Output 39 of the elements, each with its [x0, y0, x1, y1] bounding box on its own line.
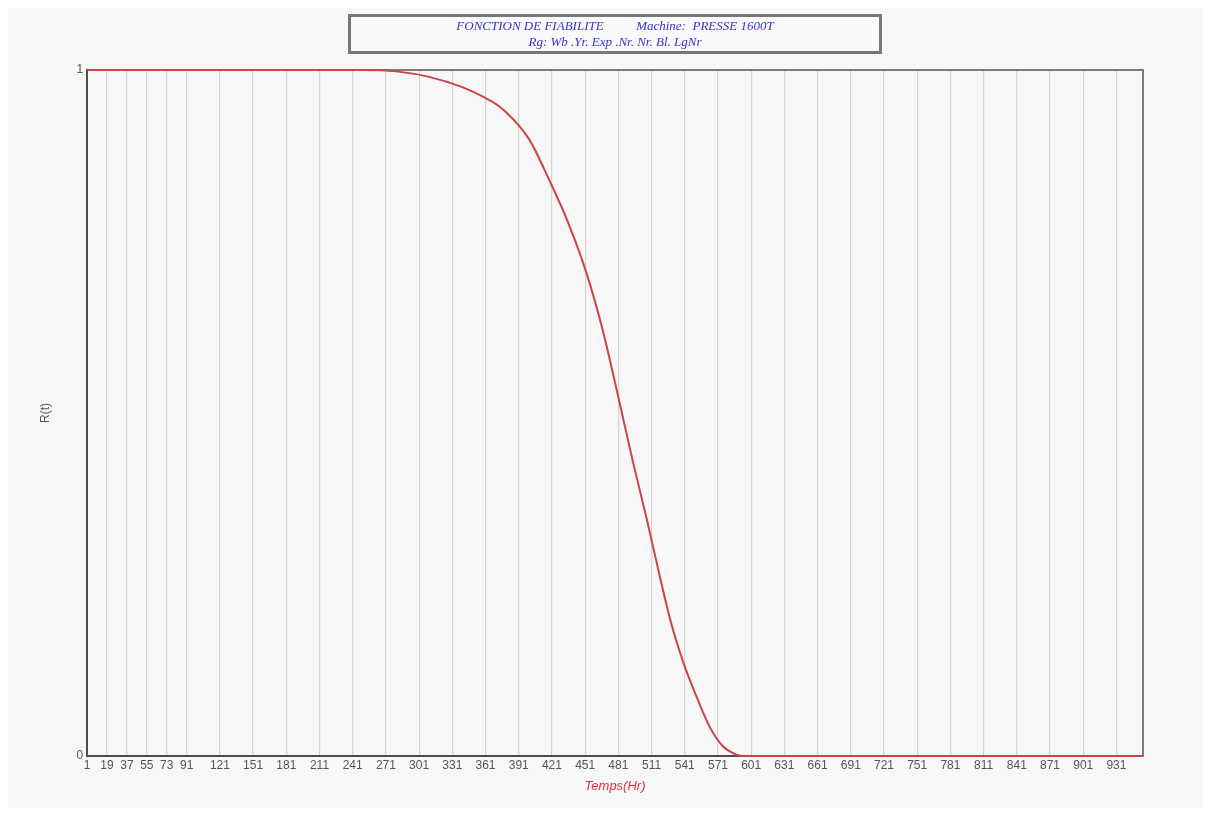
- line-series: [86, 69, 1144, 757]
- x-tick-label: 151: [243, 757, 264, 772]
- y-axis-title: R(t): [37, 403, 52, 423]
- x-tick-label: 781: [940, 757, 961, 772]
- x-tick-label: 871: [1040, 757, 1061, 772]
- y-tick-label: 0: [76, 748, 84, 763]
- x-tick-label: 361: [475, 757, 496, 772]
- x-tick-label: 661: [807, 757, 828, 772]
- x-tick-label: 571: [707, 757, 729, 772]
- x-tick-label: 541: [674, 757, 696, 772]
- x-tick-label: 631: [774, 757, 795, 772]
- x-tick-label: 691: [840, 757, 862, 772]
- chart-subtitle: Rg: Wb .Yr. Exp .Nr. Nr. Bl. LgNr: [527, 34, 703, 50]
- x-tick-label: 91: [180, 757, 194, 772]
- x-tick-label: 121: [209, 757, 231, 772]
- x-tick-label: 751: [907, 757, 928, 772]
- x-tick-label: 421: [541, 757, 563, 772]
- x-tick-label: 601: [741, 757, 762, 772]
- x-tick-label: 241: [342, 757, 364, 772]
- x-tick-label: 55: [140, 757, 154, 772]
- chart-title: FONCTION DE FIABILITE Machine: PRESSE 1600T: [455, 18, 776, 34]
- x-axis-title: Temps(Hr): [584, 777, 646, 793]
- x-tick-label: 481: [608, 757, 629, 772]
- x-tick-label: 721: [873, 757, 895, 772]
- x-tick-label: 451: [575, 757, 596, 772]
- x-tick-label: 301: [409, 757, 430, 772]
- x-tick-label: 37: [120, 757, 134, 772]
- x-tick-label: 19: [100, 757, 114, 772]
- x-tick-label: 73: [160, 757, 174, 772]
- x-tick-label: 331: [442, 757, 463, 772]
- x-tick-label: 391: [508, 757, 530, 772]
- x-tick-label: 181: [276, 757, 297, 772]
- x-tick-label: 271: [375, 757, 397, 772]
- x-tick-label: 811: [974, 757, 994, 772]
- x-tick-label: 901: [1073, 757, 1094, 772]
- x-tick-label: 931: [1106, 757, 1127, 772]
- x-tick-label: 511: [641, 757, 662, 772]
- x-tick-label: 211: [309, 757, 330, 772]
- x-tick-label: 841: [1006, 757, 1028, 772]
